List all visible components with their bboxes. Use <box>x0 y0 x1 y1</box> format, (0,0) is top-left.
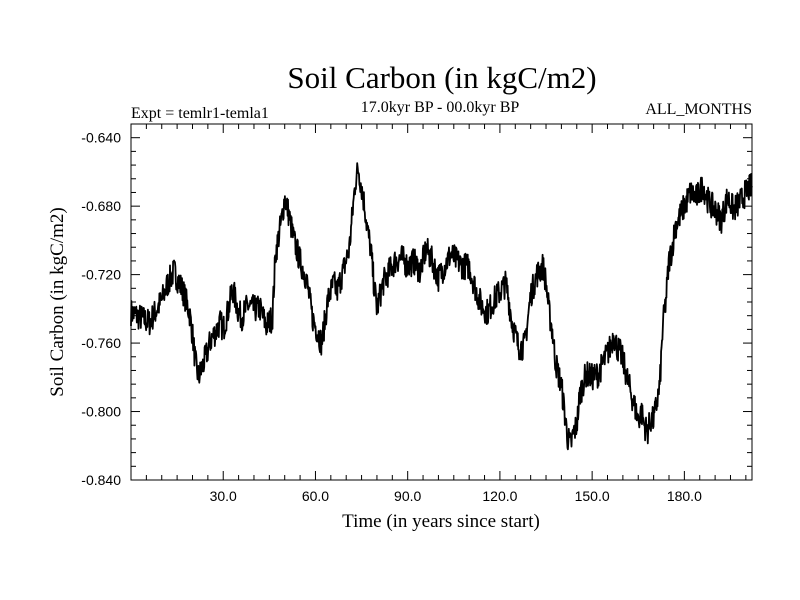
x-tick-label: 60.0 <box>302 488 329 504</box>
x-tick-label: 150.0 <box>575 488 610 504</box>
subtitle-left: Expt = temlr1-temla1 <box>131 105 269 122</box>
y-tick-label: -0.640 <box>81 130 121 146</box>
x-tick-label: 180.0 <box>667 488 702 504</box>
y-tick-label: -0.760 <box>81 335 121 351</box>
subtitle-right: ALL_MONTHS <box>645 101 752 118</box>
x-tick-label: 90.0 <box>394 488 421 504</box>
y-axis-label: Soil Carbon (in kgC/m2) <box>47 207 68 396</box>
y-tick-label: -0.680 <box>81 198 121 214</box>
x-axis-label: Time (in years since start) <box>342 511 540 532</box>
plot-frame <box>130 123 753 481</box>
axis-ticks <box>131 123 752 481</box>
y-tick-label: -0.840 <box>81 472 121 488</box>
subtitle-center: 17.0kyr BP - 00.0kyr BP <box>361 99 520 116</box>
y-tick-label: -0.720 <box>81 267 121 283</box>
x-tick-label: 120.0 <box>482 488 517 504</box>
y-tick-label: -0.800 <box>81 404 121 420</box>
axis-tick-labels: 30.0 60.0 90.0 120.0 150.0 180.0 -0.840 -0.800 -… <box>81 130 702 504</box>
x-tick-label: 30.0 <box>210 488 237 504</box>
chart-title: Soil Carbon (in kgC/m2) <box>287 60 596 95</box>
series-line <box>130 162 753 451</box>
